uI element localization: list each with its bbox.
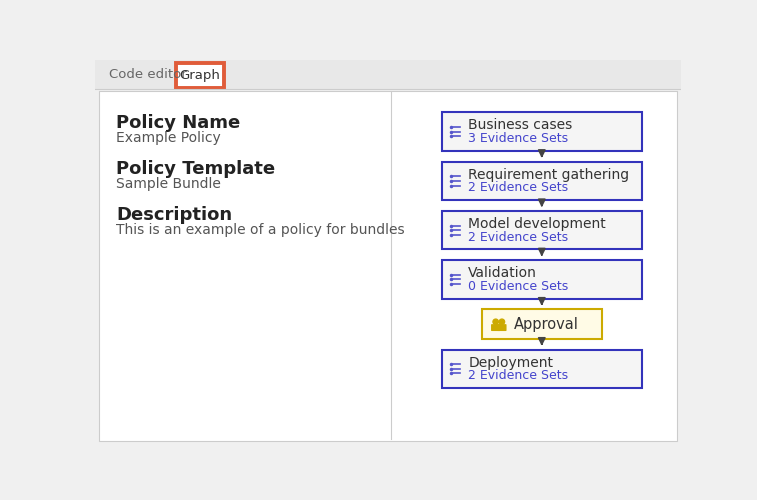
Text: Model development: Model development xyxy=(468,217,606,231)
Circle shape xyxy=(493,319,498,324)
Text: Policy Template: Policy Template xyxy=(117,160,276,178)
Text: Description: Description xyxy=(117,206,232,224)
FancyBboxPatch shape xyxy=(481,310,602,338)
FancyBboxPatch shape xyxy=(442,211,642,250)
FancyBboxPatch shape xyxy=(98,91,678,441)
Text: Sample Bundle: Sample Bundle xyxy=(117,177,221,191)
FancyBboxPatch shape xyxy=(176,63,224,88)
Text: Code editor: Code editor xyxy=(108,68,186,81)
Text: 2 Evidence Sets: 2 Evidence Sets xyxy=(468,369,569,382)
Text: Approval: Approval xyxy=(514,316,579,332)
Text: 2 Evidence Sets: 2 Evidence Sets xyxy=(468,230,569,243)
FancyBboxPatch shape xyxy=(491,324,500,331)
Text: Validation: Validation xyxy=(468,266,537,280)
FancyBboxPatch shape xyxy=(442,162,642,200)
Text: Policy Name: Policy Name xyxy=(117,114,241,132)
FancyBboxPatch shape xyxy=(442,260,642,298)
FancyBboxPatch shape xyxy=(442,112,642,151)
Text: This is an example of a policy for bundles: This is an example of a policy for bundl… xyxy=(117,223,405,237)
Text: Requirement gathering: Requirement gathering xyxy=(468,168,629,181)
Text: Business cases: Business cases xyxy=(468,118,572,132)
Text: Graph: Graph xyxy=(179,69,220,82)
Text: Example Policy: Example Policy xyxy=(117,131,221,145)
Text: 2 Evidence Sets: 2 Evidence Sets xyxy=(468,182,569,194)
FancyBboxPatch shape xyxy=(497,324,506,331)
Text: 3 Evidence Sets: 3 Evidence Sets xyxy=(468,132,569,145)
FancyBboxPatch shape xyxy=(442,350,642,388)
Text: 0 Evidence Sets: 0 Evidence Sets xyxy=(468,280,569,293)
Text: Deployment: Deployment xyxy=(468,356,553,370)
FancyBboxPatch shape xyxy=(95,60,681,90)
Circle shape xyxy=(499,319,505,324)
